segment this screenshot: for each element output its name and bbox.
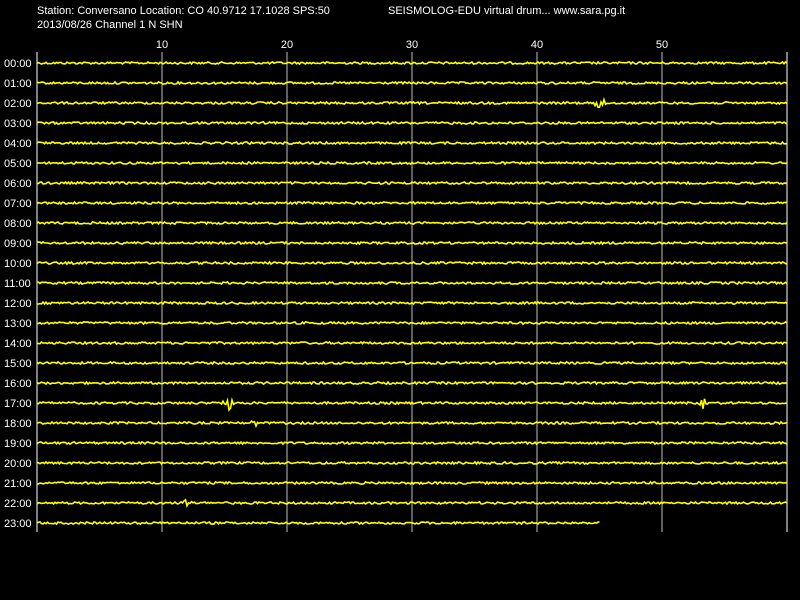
seismic-trace (37, 300, 788, 306)
x-tick-labels: 10 20 30 40 50 (156, 39, 668, 51)
brand-text: SEISMOLOG-EDU virtual drum... www.sara.p… (388, 5, 625, 17)
seismic-trace (36, 520, 600, 526)
x-tick-label: 10 (156, 39, 168, 51)
plot-frame (36, 52, 788, 532)
hour-row: 13:00 (4, 318, 788, 330)
row-time-label: 13:00 (4, 318, 32, 330)
seismic-trace (36, 160, 788, 166)
seismic-trace (36, 420, 788, 429)
hour-rows: 00:00 01:00 02:00 03:00 04:00 05:00 06:00 07:00… (4, 58, 788, 530)
seismic-trace (36, 240, 788, 246)
station-info: Station: Conversano Location: CO 40.9712… (37, 5, 330, 17)
seismic-trace (36, 340, 788, 346)
row-time-label: 21:00 (4, 478, 32, 490)
hour-row: 11:00 (4, 278, 788, 290)
hour-row: 00:00 (4, 58, 788, 70)
row-time-label: 11:00 (4, 278, 31, 290)
row-time-label: 20:00 (4, 458, 32, 470)
row-time-label: 02:00 (4, 98, 32, 110)
hour-row: 07:00 (4, 198, 788, 210)
hour-row: 02:00 (4, 96, 788, 110)
hour-row: 14:00 (4, 338, 788, 350)
row-time-label: 23:00 (4, 518, 32, 530)
row-time-label: 12:00 (4, 298, 32, 310)
hour-row: 03:00 (4, 118, 788, 130)
hour-row: 01:00 (4, 78, 788, 90)
row-time-label: 00:00 (4, 58, 32, 70)
row-time-label: 05:00 (4, 158, 32, 170)
row-time-label: 14:00 (4, 338, 32, 350)
hour-row: 06:00 (4, 178, 788, 190)
row-time-label: 16:00 (4, 378, 32, 390)
seismic-trace (36, 440, 788, 446)
row-time-label: 08:00 (4, 218, 32, 230)
hour-row: 22:00 (4, 498, 788, 510)
hour-row: 10:00 (4, 258, 788, 270)
row-time-label: 09:00 (4, 238, 32, 250)
seismic-trace (37, 96, 788, 109)
seismic-trace (37, 320, 788, 326)
hour-row: 18:00 (4, 418, 788, 430)
seismic-trace (36, 480, 788, 486)
hour-row: 16:00 (4, 378, 788, 390)
x-tick-label: 50 (656, 39, 668, 51)
hour-row: 20:00 (4, 458, 788, 470)
row-time-label: 04:00 (4, 138, 32, 150)
seismic-trace (36, 60, 788, 66)
seismic-trace (36, 140, 788, 146)
seismic-trace (36, 360, 788, 366)
seismic-trace (36, 280, 788, 286)
seismic-trace (36, 220, 788, 226)
seismic-trace (36, 498, 788, 509)
hour-row: 08:00 (4, 218, 788, 230)
row-time-label: 06:00 (4, 178, 32, 190)
row-time-label: 15:00 (4, 358, 32, 370)
row-time-label: 07:00 (4, 198, 32, 210)
seismic-trace (36, 260, 788, 266)
row-time-label: 10:00 (4, 258, 32, 270)
seismic-trace (36, 460, 788, 466)
hour-row: 15:00 (4, 358, 788, 370)
seismic-trace (36, 80, 788, 86)
seismic-trace (36, 200, 788, 206)
row-time-label: 22:00 (4, 498, 32, 510)
row-time-label: 18:00 (4, 418, 32, 430)
row-time-label: 17:00 (4, 398, 32, 410)
hour-row: 12:00 (4, 298, 788, 310)
seismic-trace (36, 120, 788, 126)
x-tick-label: 20 (281, 39, 293, 51)
hour-row: 19:00 (4, 438, 788, 450)
row-time-label: 01:00 (4, 78, 32, 90)
hour-row: 23:00 (4, 518, 600, 530)
hour-row: 17:00 (4, 396, 788, 412)
date-channel: 2013/08/26 Channel 1 N SHN (37, 19, 183, 31)
x-tick-label: 40 (531, 39, 543, 51)
row-time-label: 03:00 (4, 118, 32, 130)
hour-row: 04:00 (4, 138, 788, 150)
row-time-label: 19:00 (4, 438, 32, 450)
seismic-trace (37, 180, 788, 186)
hour-row: 21:00 (4, 478, 788, 490)
x-tick-label: 30 (406, 39, 418, 51)
hour-row: 05:00 (4, 158, 788, 170)
seismic-trace (36, 396, 788, 412)
hour-row: 09:00 (4, 238, 788, 250)
seismic-trace (36, 380, 788, 386)
